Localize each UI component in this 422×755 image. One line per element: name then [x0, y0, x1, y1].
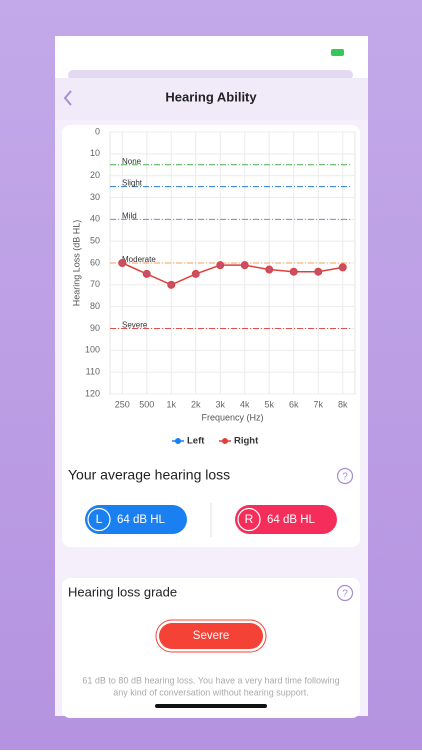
y-tick-label: 70 [90, 279, 100, 289]
series-marker [118, 259, 127, 267]
series-marker [314, 267, 323, 276]
series-marker [216, 261, 225, 270]
x-axis-label: Frequency (Hz) [201, 412, 263, 422]
right-ear-letter: R [245, 512, 254, 526]
average-title: Your average hearing loss [68, 467, 230, 483]
x-tick-label: 3k [215, 399, 225, 409]
right-ear-badge [237, 507, 261, 532]
legend-label: Left [187, 436, 205, 447]
help-icon-mark: ? [342, 472, 348, 483]
grade-title: Hearing loss grade [68, 584, 177, 599]
threshold-label: Slight [122, 179, 143, 188]
legend-swatch [222, 438, 228, 444]
y-tick-label: 10 [90, 148, 100, 158]
threshold-label: None [122, 157, 142, 166]
left-ear-value: 64 dB HL [117, 514, 166, 526]
y-tick-label: 20 [90, 170, 100, 180]
threshold-label: Mild [122, 211, 137, 220]
y-tick-label: 50 [90, 236, 100, 246]
x-tick-label: 6k [289, 399, 299, 409]
x-tick-label: 7k [313, 399, 323, 409]
threshold-label: Severe [122, 321, 148, 330]
x-tick-label: 5k [264, 399, 274, 409]
y-tick-label: 110 [86, 367, 100, 377]
y-axis-label: Hearing Loss (dB HL) [71, 220, 81, 307]
left-ear-letter: L [96, 512, 103, 526]
help-icon-mark: ? [342, 589, 348, 600]
legend-swatch [175, 438, 181, 444]
right-ear-value: 64 dB HL [267, 514, 316, 526]
left-ear-button[interactable] [85, 505, 187, 534]
y-tick-label: 30 [90, 192, 100, 202]
series-marker [191, 269, 200, 278]
series-marker [289, 267, 298, 276]
x-tick-label: 8k [338, 399, 348, 409]
grade-button-ring [155, 619, 267, 653]
y-tick-label: 90 [90, 323, 100, 333]
help-icon[interactable] [336, 584, 354, 602]
x-tick-label: 1k [166, 399, 176, 409]
series-marker [142, 269, 151, 278]
chart-card [62, 125, 360, 547]
series-marker [265, 265, 274, 274]
right-ear-button[interactable] [235, 505, 337, 534]
y-tick-label: 100 [85, 345, 100, 355]
grade-button[interactable] [159, 623, 263, 649]
series-marker [240, 261, 249, 270]
nav-bar [55, 78, 368, 120]
y-tick-label: 0 [95, 126, 100, 136]
series-marker [338, 263, 347, 272]
y-tick-label: 80 [90, 301, 100, 311]
y-tick-label: 40 [90, 214, 100, 224]
threshold-label: Moderate [122, 255, 156, 264]
home-indicator [155, 704, 267, 708]
y-tick-label: 60 [90, 257, 100, 267]
page-title: Hearing Ability [165, 89, 257, 104]
y-tick-label: 120 [85, 388, 100, 398]
x-tick-label: 250 [115, 399, 130, 409]
sheet-handle [68, 70, 353, 80]
x-tick-label: 4k [240, 399, 250, 409]
x-tick-label: 2k [191, 399, 201, 409]
left-ear-badge [87, 507, 111, 532]
grade-description: any kind of conversation without hearing… [113, 687, 309, 697]
grade-button-label: Severe [193, 630, 229, 642]
series-marker [167, 280, 176, 289]
battery-icon [331, 49, 344, 56]
back-button[interactable] [63, 90, 72, 106]
grade-description: 61 dB to 80 dB hearing loss. You have a … [82, 675, 339, 685]
series-line [121, 262, 343, 286]
help-icon[interactable] [336, 467, 354, 485]
x-tick-label: 500 [139, 399, 154, 409]
legend-label: Right [234, 436, 259, 447]
